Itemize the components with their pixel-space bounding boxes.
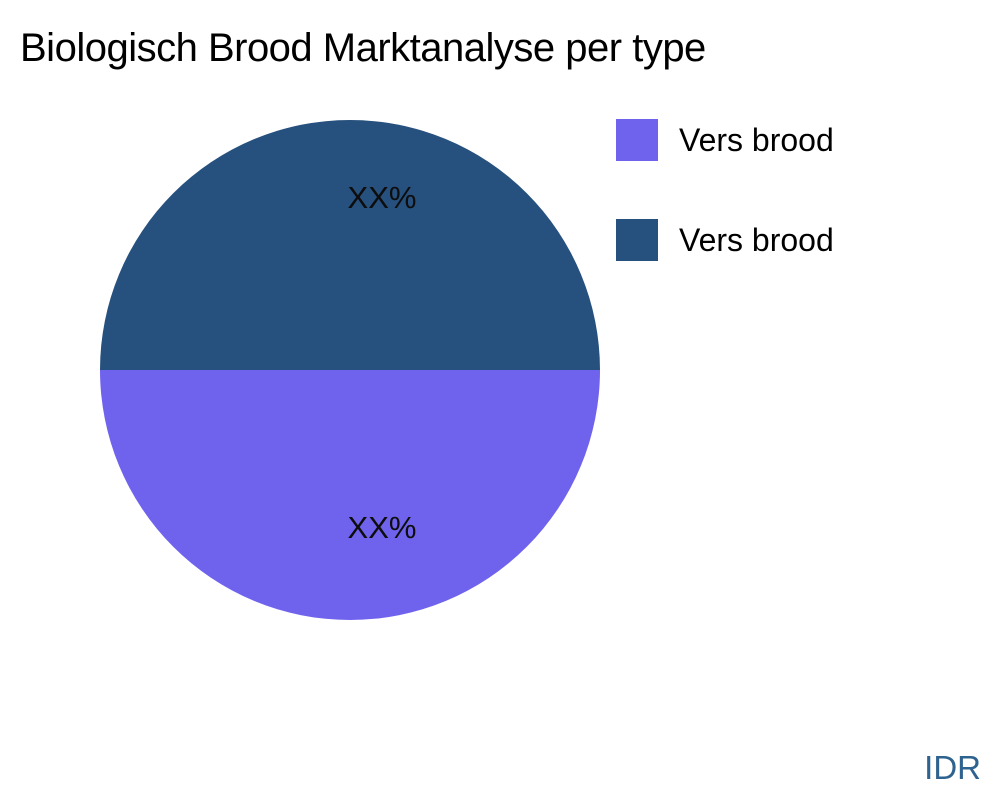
legend-label: Vers brood <box>679 221 834 258</box>
slice-label-bottom: XX% <box>347 510 417 545</box>
chart-title: Biologisch Brood Marktanalyse per type <box>20 26 706 70</box>
pie-chart: XX% XX% <box>100 120 600 620</box>
legend: Vers brood Vers brood <box>616 119 834 319</box>
legend-label: Vers brood <box>679 121 834 158</box>
legend-item: Vers brood <box>616 219 834 261</box>
slice-label-top: XX% <box>347 180 417 215</box>
legend-swatch <box>616 219 658 261</box>
legend-swatch <box>616 119 658 161</box>
watermark-idr: IDR <box>924 749 981 786</box>
legend-item: Vers brood <box>616 119 834 161</box>
